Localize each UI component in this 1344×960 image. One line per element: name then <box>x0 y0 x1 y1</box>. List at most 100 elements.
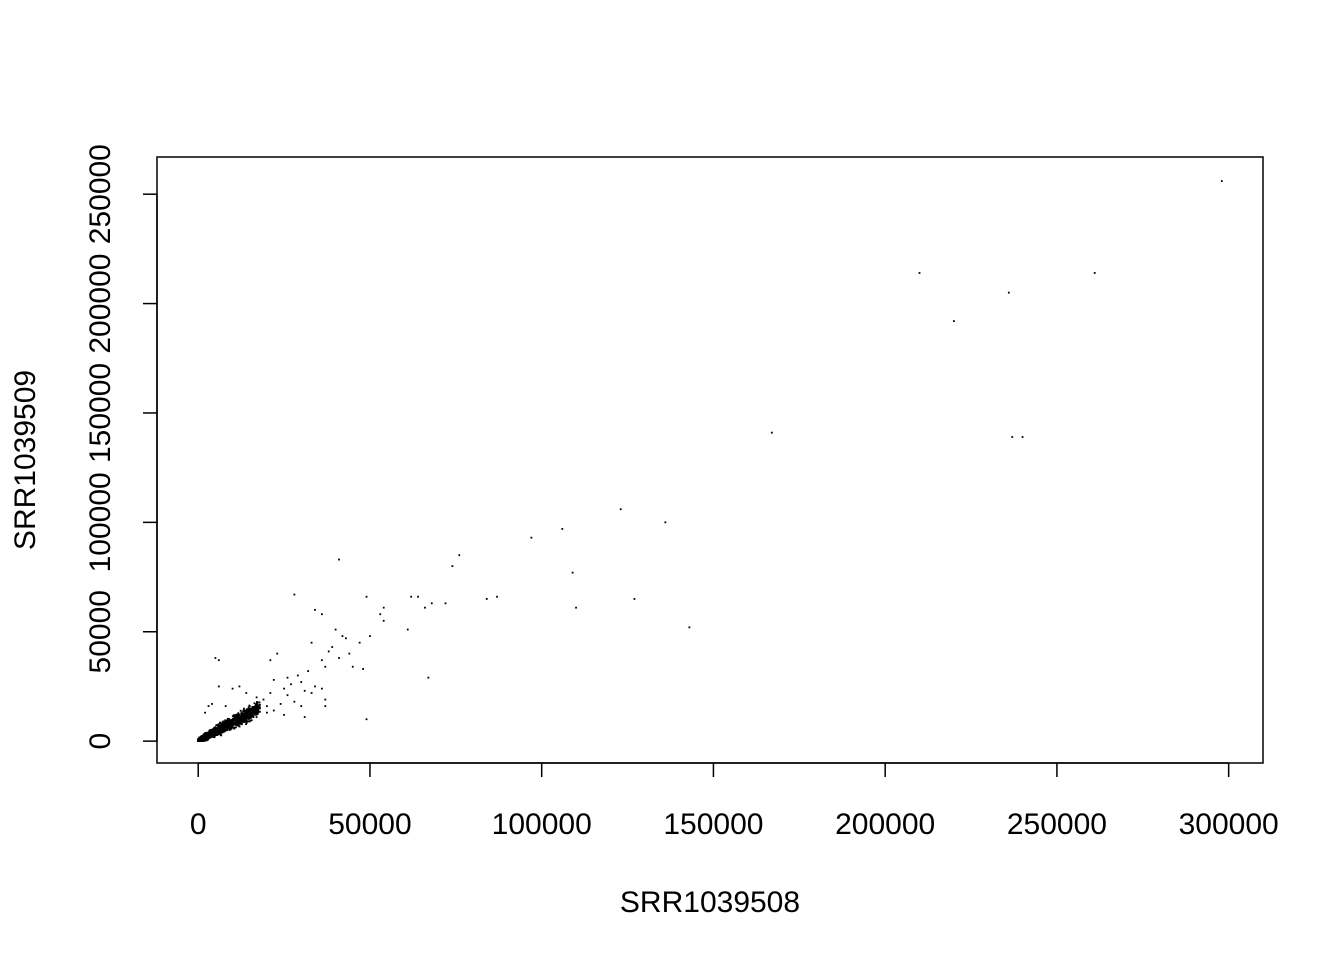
scatter-point <box>217 731 220 734</box>
scatter-point <box>1220 180 1223 182</box>
y-tick-label: 0 <box>84 733 117 750</box>
scatter-point <box>250 719 253 722</box>
scatter-point <box>341 635 344 638</box>
scatter-point <box>241 721 244 724</box>
scatter-point <box>212 734 215 737</box>
scatter-point <box>241 718 243 721</box>
scatter-point <box>235 726 237 729</box>
scatter-point <box>338 558 340 561</box>
x-tick-label: 300000 <box>1179 808 1279 841</box>
scatter-point <box>228 729 231 731</box>
scatter-point <box>243 707 245 710</box>
scatter-point <box>293 700 296 703</box>
scatter-point <box>245 713 247 715</box>
scatter-point <box>222 725 225 728</box>
x-tick-label: 150000 <box>663 808 763 841</box>
scatter-point <box>199 739 201 742</box>
scatter-point <box>247 716 249 719</box>
scatter-point <box>213 727 216 729</box>
scatter-point <box>279 703 282 705</box>
scatter-point <box>202 739 205 741</box>
scatter-point <box>238 725 241 728</box>
scatter-point <box>255 696 258 699</box>
scatter-point <box>219 729 222 732</box>
scatter-point <box>324 665 327 668</box>
scatter-point <box>320 659 323 662</box>
y-axis-title: SRR1039509 <box>9 370 42 550</box>
scatter-point <box>248 716 251 719</box>
scatter-point <box>257 709 259 712</box>
x-tick-label: 50000 <box>328 808 411 841</box>
scatter-point <box>233 714 236 717</box>
scatter-point <box>220 723 223 726</box>
scatter-point <box>283 687 285 690</box>
scatter-point <box>222 723 225 725</box>
scatter-point <box>239 721 242 723</box>
scatter-point <box>245 723 247 726</box>
scatter-point <box>207 737 210 740</box>
scatter-point <box>219 726 222 729</box>
scatter-point <box>225 722 228 724</box>
scatter-point <box>227 727 229 729</box>
scatter-point <box>233 716 236 718</box>
scatter-point <box>245 716 248 718</box>
scatter-point <box>561 528 564 530</box>
scatter-point <box>243 714 246 717</box>
scatter-point <box>324 705 327 708</box>
scatter-point <box>210 729 213 732</box>
scatter-point <box>240 713 243 715</box>
scatter-point <box>688 626 691 629</box>
scatter-point <box>245 710 248 713</box>
scatter-point <box>242 719 245 722</box>
scatter-point <box>257 705 260 707</box>
scatter-point <box>365 595 368 598</box>
scatter-point <box>216 728 218 731</box>
scatter-point <box>417 595 419 598</box>
scatter-point <box>228 719 231 722</box>
scatter-point <box>247 706 250 709</box>
scatter-point <box>230 727 233 729</box>
scatter-point <box>952 320 955 322</box>
scatter-point <box>245 718 248 721</box>
scatter-point <box>250 712 253 715</box>
scatter-point <box>664 521 667 524</box>
scatter-point <box>1021 436 1024 438</box>
scatter-point <box>248 720 250 723</box>
scatter-point <box>424 606 426 609</box>
scatter-point <box>243 717 245 720</box>
scatter-point <box>320 687 323 690</box>
scatter-point <box>485 598 488 600</box>
scatter-point <box>236 714 239 717</box>
scatter-point <box>262 698 265 701</box>
scatter-point <box>237 725 240 727</box>
scatter-point <box>290 683 292 686</box>
x-axis-title: SRR1039508 <box>620 886 800 919</box>
scatter-point <box>252 706 254 708</box>
scatter-point <box>286 694 289 697</box>
scatter-point <box>245 721 248 724</box>
scatter-point <box>231 726 234 729</box>
scatter-point <box>212 733 215 736</box>
x-tick-label: 200000 <box>835 808 935 841</box>
scatter-point <box>242 710 245 713</box>
scatter-point <box>211 728 214 731</box>
scatter-point <box>223 723 226 726</box>
scatter-point <box>258 701 261 704</box>
scatter-point <box>362 668 364 670</box>
scatter-point <box>451 565 454 567</box>
scatter-point <box>575 606 577 609</box>
scatter-point <box>246 712 248 715</box>
scatter-point <box>358 641 361 644</box>
scatter-point <box>214 729 217 732</box>
scatter-point <box>228 725 231 727</box>
scatter-point <box>222 726 225 729</box>
scatter-point <box>231 724 234 727</box>
scatter-point <box>320 613 323 616</box>
scatter-point <box>219 733 221 736</box>
scatter-point <box>269 659 272 662</box>
scatter-point <box>198 737 201 740</box>
scatter-point <box>249 713 252 716</box>
scatter-point <box>257 711 259 714</box>
scatter-point <box>247 714 250 717</box>
scatter-point <box>224 725 226 727</box>
